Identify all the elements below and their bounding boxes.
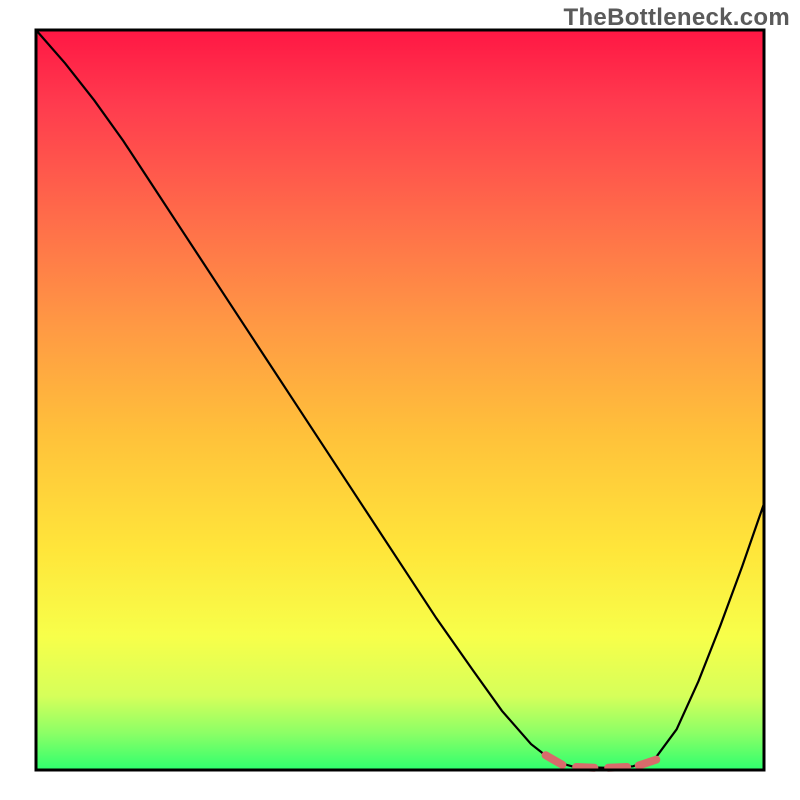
- bottleneck-chart: [0, 0, 800, 800]
- watermark-text: TheBottleneck.com: [564, 4, 790, 32]
- bottleneck-chart-container: TheBottleneck.com: [0, 0, 800, 800]
- chart-gradient-background: [36, 30, 764, 770]
